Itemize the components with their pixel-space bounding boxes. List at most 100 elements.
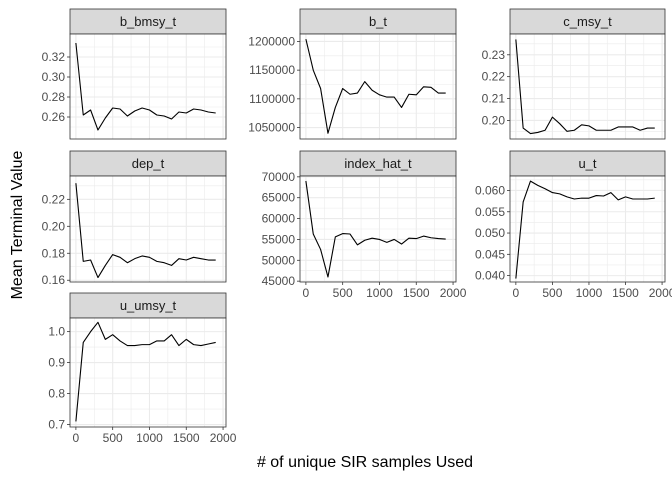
y-tick-label: 0.20 [42,219,66,233]
data-points [75,42,216,131]
y-tick-label: 0.9 [48,356,65,370]
gridlines [510,176,665,282]
facet-strip [69,150,227,177]
y-tick-label: 65000 [262,191,296,205]
panel-border [299,175,457,283]
x-tick-label: 2000 [210,431,237,445]
x-tick-label: 500 [333,286,353,300]
y-tick-label: 0.30 [42,70,66,84]
facet-strip-label: b_bmsy_t [120,14,177,29]
panel-background [70,34,226,139]
facet-b_bmsy_t: b_bmsy_t 0.26 0.28 0.30 0.32 [42,8,227,140]
x-tick-label: 1500 [612,286,639,300]
facet-strip [299,8,457,35]
facet-panels: b_bmsy_t 0.26 0.28 0.30 0.32 b_t 1050000 110000… [42,8,672,445]
x-tick-label: 2000 [649,286,672,300]
y-tick-label: 60000 [262,212,296,226]
panel-border [69,317,227,428]
facet-strip-label: b_t [369,14,387,29]
y-tick-label: 1050000 [248,121,295,135]
panel-border [299,33,457,140]
x-tick-label: 500 [103,431,123,445]
y-tick-label: 0.20 [482,113,506,127]
facet-strip [509,150,666,177]
data-points [305,39,446,134]
x-tick-label: 1000 [136,431,163,445]
facet-strip-label: dep_t [132,156,165,171]
series-line-c_msy_t [515,39,655,135]
series-line-dep_t [75,183,216,279]
y-tick-label: 0.7 [48,418,65,432]
y-tick-label: 1100000 [249,92,295,106]
y-tick-label: 0.040 [475,269,505,283]
series-line-b_bmsy_t [75,42,216,131]
facet-strip [509,8,666,35]
y-tick-label: 0.8 [48,387,65,401]
x-tick-label: 1500 [173,431,200,445]
y-tick-label: 0.28 [42,90,66,104]
y-tick-label: 50000 [262,253,296,267]
data-points [515,181,655,279]
facet-strip-label: index_hat_t [344,156,412,171]
x-tick-label: 1500 [403,286,430,300]
series-line-u_t [515,180,655,279]
x-axis-title: # of unique SIR samples Used [257,454,473,471]
panel-background [70,176,226,282]
x-tick-label: 500 [542,286,562,300]
panel-border [509,175,666,283]
facet-strip [299,150,457,177]
facet-dep_t: dep_t 0.16 0.18 0.20 0.22 [42,150,227,287]
y-tick-label: 55000 [262,232,296,246]
y-tick-label: 1150000 [249,63,295,77]
y-tick-label: 0.22 [482,70,506,84]
panel-background [300,34,456,139]
data-points [515,39,655,134]
data-points [75,322,216,422]
panel-border [69,33,227,140]
facet-u_umsy_t: u_umsy_t 0.7 0.8 0.9 1.0 0 500 1000 1500 2000 [48,292,237,445]
y-axis-title: Mean Terminal Value [9,150,26,299]
panel-border [509,33,666,140]
facet-u_t: u_t 0.040 0.045 0.050 0.055 0.060 0 500 1000 1500… [475,150,672,300]
data-points [305,180,446,278]
x-tick-label: 1000 [576,286,603,300]
series-line-index_hat_t [305,180,446,278]
facet-strip-label: u_umsy_t [120,298,177,313]
y-tick-label: 0.32 [42,50,66,64]
x-tick-label: 1000 [366,286,393,300]
y-tick-label: 0.050 [475,226,505,240]
y-tick-label: 0.16 [42,273,66,287]
y-tick-label: 0.060 [475,183,505,197]
y-tick-label: 45000 [262,274,296,288]
facet-strip-label: u_t [578,156,596,171]
x-tick-label: 0 [303,286,310,300]
y-tick-label: 1.0 [48,325,65,339]
y-tick-label: 0.18 [42,246,66,260]
facet-strip-label: c_msy_t [563,14,612,29]
facet-index_hat_t: index_hat_t 45000 50000 55000 60000 65000 7000… [262,150,467,300]
y-tick-label: 0.045 [475,247,505,261]
gridlines [510,34,665,139]
facet-strip [69,8,227,35]
x-tick-label: 0 [513,286,520,300]
x-tick-label: 0 [73,431,80,445]
panel-background [70,318,226,427]
panel-background [510,34,665,139]
x-tick-label: 2000 [440,286,467,300]
panel-background [510,176,665,282]
gridlines [300,34,456,139]
facet-c_msy_t: c_msy_t 0.20 0.21 0.22 0.23 [482,8,666,140]
series-line-b_t [305,39,446,134]
y-tick-label: 0.23 [482,48,506,62]
y-tick-label: 0.26 [42,110,66,124]
y-tick-label: 1200000 [248,34,295,48]
y-tick-label: 0.22 [42,192,66,206]
facet-b_t: b_t 1050000 1100000 1150000 1200000 [248,8,457,140]
series-line-u_umsy_t [75,321,216,422]
y-tick-label: 70000 [262,170,296,184]
data-points [75,183,216,278]
gridlines [70,318,226,427]
gridlines [70,176,226,282]
panel-border [69,175,227,283]
